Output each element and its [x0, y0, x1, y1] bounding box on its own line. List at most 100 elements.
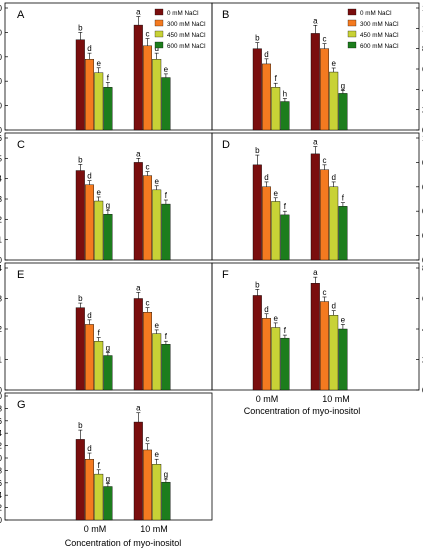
x-axis-title: Concentration of myo-inositol [244, 406, 361, 416]
significance-letter: c [323, 35, 327, 44]
legend-swatch [347, 30, 357, 38]
significance-letter: f [98, 329, 101, 338]
significance-letter: d [87, 172, 91, 181]
bar [310, 283, 320, 391]
bar [152, 59, 162, 131]
y-tick-label: 18 [0, 404, 3, 413]
bar [252, 48, 262, 131]
significance-letter: e [96, 188, 101, 197]
bar [329, 71, 339, 131]
bar [133, 162, 143, 261]
significance-letter: a [136, 283, 141, 292]
panel-letter: G [17, 399, 26, 411]
bar [252, 295, 262, 391]
bar [161, 203, 171, 261]
bar [103, 87, 113, 131]
significance-letter: e [331, 59, 336, 68]
bar [94, 72, 104, 131]
panel-letter: F [222, 269, 229, 281]
significance-letter: g [164, 470, 168, 479]
bar [329, 315, 339, 391]
significance-letter: g [106, 343, 110, 352]
significance-letter: e [164, 65, 169, 74]
y-tick-label: 0 [0, 126, 3, 135]
significance-letter: a [136, 404, 141, 413]
bar [320, 301, 330, 391]
bar [338, 93, 348, 131]
significance-letter: c [323, 288, 327, 297]
significance-letter: b [78, 155, 83, 164]
bar [329, 186, 339, 261]
legend-label: 0 mM NaCl [167, 10, 199, 17]
significance-letter: d [264, 305, 268, 314]
legend-swatch [347, 8, 357, 16]
y-tick-label: 0.6 [0, 134, 3, 143]
significance-letter: e [273, 314, 278, 323]
panel-letter: C [17, 139, 25, 151]
y-tick-label: 20 [0, 392, 3, 401]
significance-letter: d [331, 302, 335, 311]
significance-letter: f [284, 202, 287, 211]
legend-label: 600 mM NaCl [360, 43, 399, 50]
y-tick-label: 0 [0, 516, 3, 525]
bar [142, 45, 152, 131]
significance-letter: f [284, 326, 287, 335]
bar [75, 39, 85, 131]
significance-letter: d [154, 44, 158, 53]
bar [152, 189, 162, 261]
bar [133, 298, 143, 391]
significance-letter: f [275, 74, 278, 83]
bar [271, 327, 281, 391]
legend-swatch [347, 19, 357, 27]
y-tick-label: 10 [0, 102, 3, 111]
significance-letter: f [165, 332, 168, 341]
legend-label: 600 mM NaCl [167, 43, 206, 50]
bar [133, 24, 143, 131]
bar [262, 186, 272, 261]
y-tick-label: 0.1 [0, 236, 3, 245]
bar [320, 169, 330, 261]
legend-label: 450 mM NaCl [167, 32, 206, 39]
significance-letter: g [341, 81, 345, 90]
y-tick-label: 0.0 [0, 256, 3, 265]
y-tick-label: 10 [0, 454, 3, 463]
bar [103, 214, 113, 261]
bar [338, 206, 348, 261]
significance-letter: d [331, 173, 335, 182]
bar [252, 164, 262, 261]
bar [152, 464, 162, 521]
bar [103, 486, 113, 521]
panel-D: D0.00.20.40.60.81.0Shoot dry weight (g)b… [211, 132, 423, 265]
significance-letter: f [342, 194, 345, 203]
significance-letter: h [283, 89, 287, 98]
bar [161, 344, 171, 391]
bar [338, 328, 348, 391]
significance-letter: a [313, 138, 318, 147]
y-tick-label: 8 [0, 466, 3, 475]
significance-letter: c [146, 299, 150, 308]
bar [262, 63, 272, 131]
bar [142, 449, 152, 521]
bar [84, 59, 94, 131]
significance-letter: e [154, 450, 159, 459]
panel-C: C0.00.10.20.30.40.50.6Root fresh weight … [0, 132, 213, 265]
y-tick-label: 30 [0, 53, 3, 62]
bar [75, 170, 85, 261]
y-tick-label: 0.2 [0, 325, 3, 334]
y-tick-label: 0.3 [0, 295, 3, 304]
significance-letter: e [154, 321, 159, 330]
bar [161, 481, 171, 521]
significance-letter: a [313, 16, 318, 25]
x-category-label: 0 mM [84, 524, 107, 534]
significance-letter: d [264, 50, 268, 59]
y-tick-label: 20 [0, 77, 3, 86]
panels-layer: A01020304050Plant height (cm)badcedfeB02… [0, 2, 423, 525]
significance-letter: e [341, 315, 346, 324]
significance-letter: c [146, 163, 150, 172]
bar [75, 439, 85, 521]
significance-letter: d [87, 311, 91, 320]
significance-letter: b [78, 421, 83, 430]
bar [75, 307, 85, 391]
